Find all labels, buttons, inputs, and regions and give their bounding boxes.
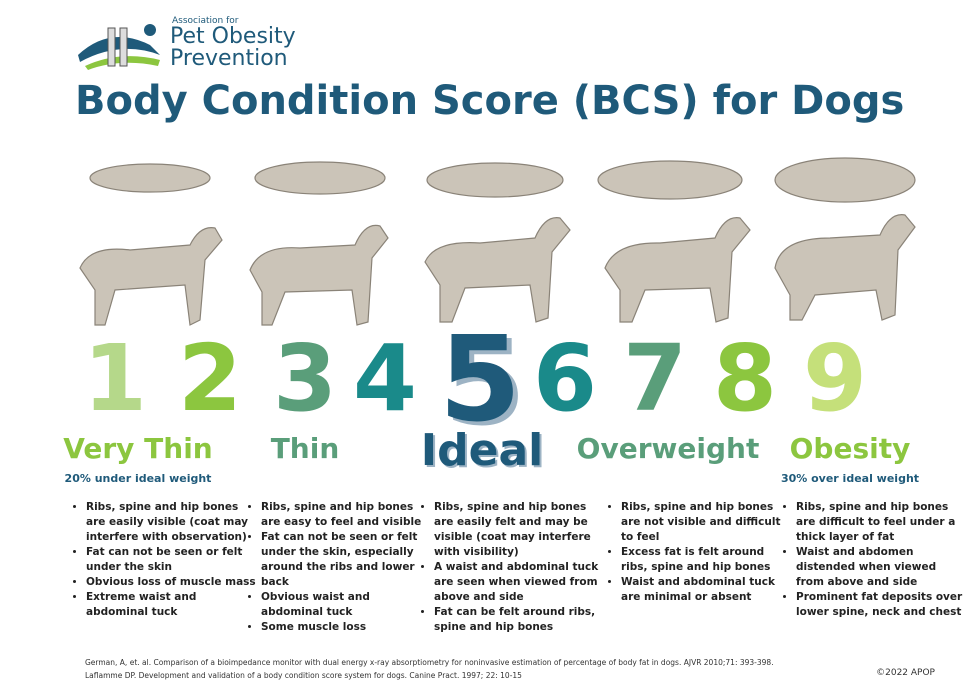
- criterion: Fat can not be seen or felt under the sk…: [261, 530, 431, 590]
- score-number: 4: [352, 325, 418, 432]
- illustrations: [78, 24, 916, 326]
- reference: German, A, et. al. Comparison of a bioim…: [85, 658, 774, 667]
- score-number: 1: [82, 325, 148, 432]
- score-number: 9: [802, 325, 868, 432]
- criterion: Ribs, spine and hip bones are difficult …: [796, 500, 966, 545]
- criterion: A waist and abdominal tuck are seen when…: [434, 560, 604, 605]
- criterion: Excess fat is felt around ribs, spine an…: [621, 545, 791, 575]
- org-line: Prevention: [170, 46, 288, 71]
- score-number: 2: [177, 325, 243, 432]
- org-line: Pet Obesity: [170, 24, 296, 49]
- criterion: Ribs, spine and hip bones are easy to fe…: [261, 500, 431, 530]
- title: Body Condition Score (BCS) for Dogs: [75, 78, 905, 124]
- criteria-list: Ribs, spine and hip bones are easy to fe…: [245, 500, 431, 635]
- logo-mark: [78, 24, 160, 70]
- dog-drawings: [79, 157, 916, 326]
- category-label: Ideal: [420, 425, 544, 476]
- criterion: Fat can not be seen or felt under the sk…: [86, 545, 256, 575]
- criterion: Ribs, spine and hip bones are easily fel…: [434, 500, 604, 560]
- criterion: Obvious loss of muscle mass: [86, 575, 256, 590]
- score-number: 8: [712, 325, 778, 432]
- category-label: Overweight: [576, 432, 760, 465]
- score-number: 6: [532, 325, 598, 432]
- category-note: 30% over ideal weight: [780, 472, 920, 485]
- category-label: Obesity: [789, 432, 911, 465]
- category-note: 20% under ideal weight: [64, 472, 212, 485]
- reference: Laflamme DP. Development and validation …: [85, 671, 522, 680]
- criteria-list: Ribs, spine and hip bones are easily vis…: [70, 500, 256, 620]
- category-label: Thin: [270, 432, 340, 465]
- criterion: Prominent fat deposits over lower spine,…: [796, 590, 966, 620]
- category-label: Very Thin: [63, 432, 213, 465]
- criterion: Some muscle loss: [261, 620, 431, 635]
- score-number: 5: [438, 310, 522, 448]
- org-small: Association for: [172, 16, 239, 26]
- score-number: 7: [622, 325, 688, 432]
- criterion: Fat can be felt around ribs, spine and h…: [434, 605, 604, 635]
- copyright: ©2022 APOP: [876, 668, 935, 678]
- criteria-list: Ribs, spine and hip bones are difficult …: [780, 500, 966, 620]
- criterion: Ribs, spine and hip bones are not visibl…: [621, 500, 791, 545]
- criterion: Ribs, spine and hip bones are easily vis…: [86, 500, 256, 545]
- criterion: Waist and abdomen distended when viewed …: [796, 545, 966, 590]
- criterion: Obvious waist and abdominal tuck: [261, 590, 431, 620]
- score-number: 3: [272, 325, 338, 432]
- criteria-list: Ribs, spine and hip bones are not visibl…: [605, 500, 791, 605]
- criterion: Extreme waist and abdominal tuck: [86, 590, 256, 620]
- criteria-list: Ribs, spine and hip bones are easily fel…: [418, 500, 604, 635]
- criterion: Waist and abdominal tuck are minimal or …: [621, 575, 791, 605]
